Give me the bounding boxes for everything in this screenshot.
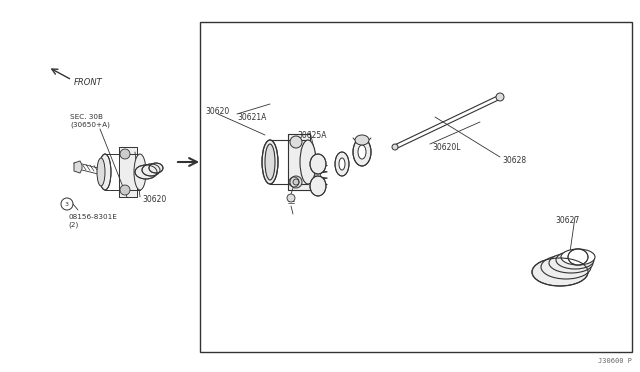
Text: 30628: 30628 bbox=[502, 155, 526, 164]
Ellipse shape bbox=[142, 164, 160, 176]
Ellipse shape bbox=[561, 249, 595, 265]
Polygon shape bbox=[74, 161, 82, 173]
Ellipse shape bbox=[99, 154, 111, 190]
Text: 30620: 30620 bbox=[142, 195, 166, 203]
Text: 3: 3 bbox=[65, 202, 69, 206]
Text: 08156-8301E
(2): 08156-8301E (2) bbox=[68, 214, 117, 228]
Ellipse shape bbox=[556, 251, 594, 269]
Ellipse shape bbox=[358, 145, 366, 159]
Text: 30621A: 30621A bbox=[237, 112, 266, 122]
Ellipse shape bbox=[355, 135, 369, 145]
Text: 30620: 30620 bbox=[205, 106, 229, 115]
Text: B: B bbox=[292, 180, 296, 185]
Ellipse shape bbox=[293, 179, 299, 185]
Polygon shape bbox=[288, 134, 310, 190]
Ellipse shape bbox=[568, 249, 588, 265]
Ellipse shape bbox=[149, 163, 163, 173]
Ellipse shape bbox=[262, 140, 278, 184]
Text: 30625A: 30625A bbox=[297, 131, 326, 140]
Bar bbox=[200, 22, 632, 352]
Ellipse shape bbox=[265, 144, 275, 180]
Text: FRONT: FRONT bbox=[74, 77, 103, 87]
Ellipse shape bbox=[120, 149, 130, 159]
Ellipse shape bbox=[310, 176, 326, 196]
Ellipse shape bbox=[310, 154, 326, 174]
Ellipse shape bbox=[549, 253, 593, 273]
Ellipse shape bbox=[335, 152, 349, 176]
Text: 30620L: 30620L bbox=[432, 142, 461, 151]
Ellipse shape bbox=[135, 165, 157, 179]
Ellipse shape bbox=[353, 138, 371, 166]
Ellipse shape bbox=[134, 154, 146, 190]
Text: J30600 P: J30600 P bbox=[598, 358, 632, 364]
Ellipse shape bbox=[290, 136, 302, 148]
Ellipse shape bbox=[120, 185, 130, 195]
Ellipse shape bbox=[496, 93, 504, 101]
Polygon shape bbox=[119, 147, 137, 197]
Text: 30627: 30627 bbox=[555, 215, 579, 224]
Ellipse shape bbox=[541, 255, 591, 279]
Ellipse shape bbox=[290, 176, 302, 188]
Ellipse shape bbox=[300, 140, 316, 184]
Ellipse shape bbox=[97, 158, 105, 186]
Ellipse shape bbox=[392, 144, 398, 150]
Ellipse shape bbox=[532, 258, 588, 286]
Text: SEC. 30B
(30650+A): SEC. 30B (30650+A) bbox=[70, 114, 110, 128]
Ellipse shape bbox=[287, 194, 295, 202]
Ellipse shape bbox=[339, 158, 345, 170]
